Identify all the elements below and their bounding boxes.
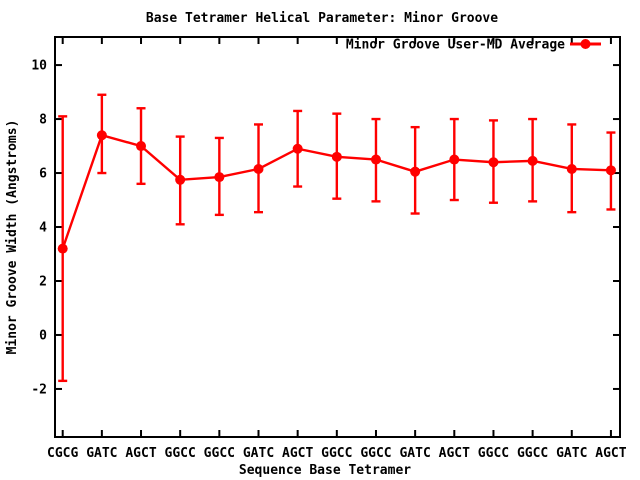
x-tick-label: AGCT xyxy=(125,446,156,461)
y-tick-label: 8 xyxy=(39,113,47,128)
x-tick-label: GATC xyxy=(556,446,587,461)
chart-title: Base Tetramer Helical Parameter: Minor G… xyxy=(146,11,498,26)
data-point-marker xyxy=(331,151,342,162)
series-layer xyxy=(57,93,616,383)
data-point-marker xyxy=(253,163,264,174)
y-tick-label: 0 xyxy=(39,328,47,343)
data-point-marker xyxy=(449,154,460,165)
x-tick-label: GGCC xyxy=(360,446,391,461)
x-tick-label: AGCT xyxy=(595,446,626,461)
legend-sample xyxy=(570,39,601,49)
y-tick-label: 10 xyxy=(31,59,47,74)
data-point-marker xyxy=(136,141,147,152)
x-tick-label: GATC xyxy=(86,446,117,461)
y-tick-label: -2 xyxy=(31,382,47,397)
legend-label: Minor Groove User-MD Average xyxy=(346,38,565,53)
x-tick-label: GATC xyxy=(399,446,430,461)
data-point-marker xyxy=(96,130,107,141)
x-tick-label: GGCC xyxy=(165,446,196,461)
legend-marker-sample xyxy=(580,39,591,49)
data-point-marker xyxy=(370,154,381,165)
x-tick-label: GGCC xyxy=(517,446,548,461)
y-tick-label: 4 xyxy=(39,221,47,236)
x-axis-label: Sequence Base Tetramer xyxy=(239,463,411,478)
y-tick-label: 2 xyxy=(39,274,47,289)
x-tick-label: GGCC xyxy=(321,446,352,461)
data-point-marker xyxy=(175,174,186,185)
data-point-marker xyxy=(605,165,616,176)
x-tick-label: GATC xyxy=(243,446,274,461)
x-tick-label: AGCT xyxy=(282,446,313,461)
data-point-marker xyxy=(488,157,499,168)
x-tick-label: GGCC xyxy=(478,446,509,461)
axes-layer xyxy=(54,36,621,438)
data-point-marker xyxy=(214,172,225,183)
data-point-marker xyxy=(292,143,303,154)
data-point-marker xyxy=(566,163,577,174)
y-tick-label: 6 xyxy=(39,167,47,182)
data-point-marker xyxy=(527,155,538,166)
plot-border xyxy=(54,36,621,438)
x-tick-label: AGCT xyxy=(439,446,470,461)
data-point-marker xyxy=(57,243,68,254)
y-tick-labels: -2 0 2 4 6 8 10 xyxy=(31,59,47,398)
data-point-marker xyxy=(410,166,421,177)
x-tick-label: GGCC xyxy=(204,446,235,461)
y-axis-label: Minor Groove Width (Angstroms) xyxy=(5,120,20,355)
x-tick-labels: CGCG GATC AGCT GGCC GGCC GATC AGCT GGCC GGCC GATC… xyxy=(47,446,627,461)
x-tick-label: CGCG xyxy=(47,446,78,461)
